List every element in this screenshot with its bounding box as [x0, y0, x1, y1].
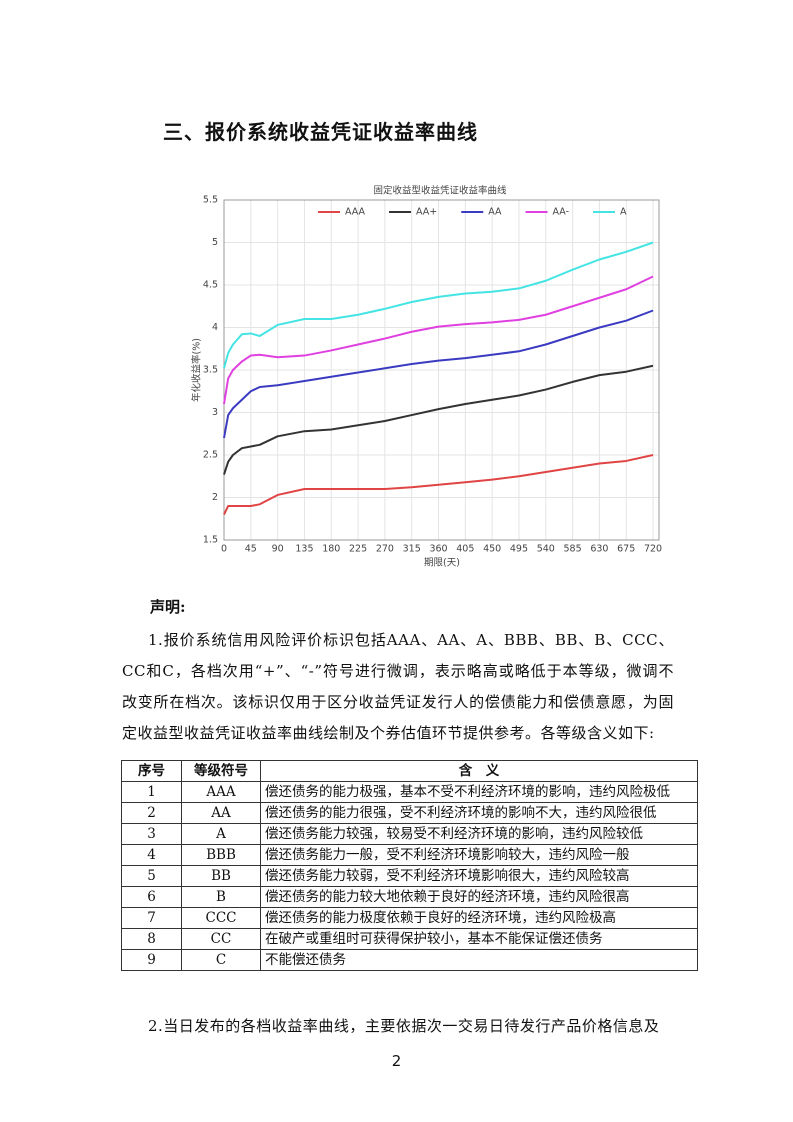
table-cell: 序号: [121, 760, 182, 782]
y-tick-label: 2: [212, 492, 218, 503]
x-tick-label: 405: [456, 544, 474, 555]
heading: 三、报价系统收益凭证收益率曲线: [163, 120, 478, 144]
paragraph: 1.报价系统信用风险评价标识包括AAA、AA、A、BBB、BB、B、CCC、CC…: [122, 631, 674, 742]
y-tick-label: 3: [212, 407, 218, 418]
y-axis-label: 年化收益率(%): [191, 338, 203, 402]
x-tick-label: 45: [245, 544, 257, 555]
x-tick-label: 540: [537, 544, 555, 555]
x-tick-label: 225: [349, 544, 367, 555]
legend-label: AA-: [553, 207, 569, 218]
series-line: [223, 364, 654, 475]
table-cell: 7: [121, 907, 182, 929]
x-tick-label: 315: [403, 544, 421, 555]
table-cell: 1: [121, 781, 182, 803]
paragraph: 2.当日发布的各档收益率曲线，主要依据次一交易日待发行产品价格信息及: [148, 1017, 660, 1035]
table-cell: 偿还债务能力较强，较易受不利经济环境的影响，违约风险较低: [260, 823, 698, 845]
chart-title: 固定收益型收益凭证收益率曲线: [373, 185, 507, 197]
x-tick-label: 450: [483, 544, 501, 555]
table-row: 9 C 不能偿还债务: [121, 949, 698, 971]
y-tick-label: 5: [212, 237, 218, 248]
legend-label: AAA: [345, 207, 366, 218]
table-row: 1 AAA 偿还债务的能力极强，基本不受不利经济环境的影响，违约风险极低: [121, 781, 698, 803]
x-tick-label: 495: [510, 544, 528, 555]
y-tick-label: 1.5: [203, 535, 218, 546]
x-tick-label: 585: [564, 544, 582, 555]
x-tick-label: 360: [429, 544, 447, 555]
y-tick-label: 3.5: [203, 365, 218, 376]
table-cell: CC: [181, 928, 261, 950]
table-cell: 偿还债务的能力极度依赖于良好的经济环境，违约风险极高: [260, 907, 698, 929]
table-cell: 偿还债务能力较弱，受不利经济环境影响很大，违约风险较高: [260, 865, 698, 887]
legend-label: A: [620, 207, 627, 218]
table-cell: 2: [121, 802, 182, 824]
table-cell: CCC: [181, 907, 261, 929]
table-cell: 等级符号: [181, 760, 261, 782]
table-cell: 9: [121, 949, 182, 971]
y-tick-label: 4.5: [203, 280, 218, 291]
table-row: 序号 等级符号含 义: [121, 760, 698, 782]
table-cell: C: [181, 949, 261, 971]
x-tick-label: 675: [617, 544, 635, 555]
plot-frame: [223, 199, 660, 541]
x-tick-label: 135: [295, 544, 313, 555]
table-cell: AAA: [181, 781, 261, 803]
table-cell: 4: [121, 844, 182, 866]
table-cell: 偿还债务的能力较大地依赖于良好的经济环境，违约风险很高: [260, 886, 698, 908]
table-row: 5 BB 偿还债务能力较弱，受不利经济环境影响很大，违约风险较高: [121, 865, 698, 887]
table-cell: 偿还债务能力一般，受不利经济环境影响较大，违约风险一般: [260, 844, 698, 866]
series-line: [223, 241, 654, 369]
page-number: 2: [391, 1052, 402, 1070]
statement-title: 声明:: [150, 598, 186, 616]
table-cell: 3: [121, 823, 182, 845]
table-cell: 在破产或重组时可获得保护较小，基本不能保证偿还债务: [260, 928, 698, 950]
y-tick-label: 2.5: [203, 450, 218, 461]
table-cell: 偿还债务的能力很强，受不利经济环境的影响不大，违约风险很低: [260, 802, 698, 824]
series-line: [223, 454, 654, 515]
table-cell: 8: [121, 928, 182, 950]
table-row: 2 AA 偿还债务的能力很强，受不利经济环境的影响不大，违约风险很低: [121, 802, 698, 824]
table-cell: B: [181, 886, 261, 908]
x-tick-label: 270: [376, 544, 394, 555]
table-cell: 含 义: [260, 760, 698, 782]
legend-label: AA+: [416, 207, 437, 218]
legend-label: AA: [488, 207, 502, 218]
table-cell: A: [181, 823, 261, 845]
series-line: [223, 309, 654, 439]
x-tick-label: 180: [322, 544, 340, 555]
table-row: 8 CC 在破产或重组时可获得保护较小，基本不能保证偿还债务: [121, 928, 698, 950]
table-cell: 6: [121, 886, 182, 908]
x-axis-label: 期限(天): [424, 558, 460, 569]
table-cell: BB: [181, 865, 261, 887]
y-tick-label: 5.5: [203, 195, 218, 206]
x-tick-label: 0: [221, 544, 227, 555]
x-tick-label: 90: [272, 544, 284, 555]
table-cell: AA: [181, 802, 261, 824]
y-tick-label: 4: [212, 322, 218, 333]
table-cell: BBB: [181, 844, 261, 866]
chart: 固定收益型收益凭证收益率曲线 期限(天) 年化收益率(%) 1.5 2 2.5 3 3.…: [191, 185, 663, 569]
table-cell: 5: [121, 865, 182, 887]
table-cell: 不能偿还债务: [260, 949, 698, 971]
rating-table: 序号 等级符号含 义 1 AAA 偿还债务的能力极强，基本不受不利经济环境的影响，违约风…: [121, 760, 698, 971]
x-tick-label: 720: [644, 544, 662, 555]
table-row: 7 CCC 偿还债务的能力极度依赖于良好的经济环境，违约风险极高: [121, 907, 698, 929]
table-cell: 偿还债务的能力极强，基本不受不利经济环境的影响，违约风险极低: [260, 781, 698, 803]
table-row: 3 A 偿还债务能力较强，较易受不利经济环境的影响，违约风险较低: [121, 823, 698, 845]
table-row: 4 BBB 偿还债务能力一般，受不利经济环境影响较大，违约风险一般: [121, 844, 698, 866]
series-line: [223, 275, 654, 405]
table-row: 6 B 偿还债务的能力较大地依赖于良好的经济环境，违约风险很高: [121, 886, 698, 908]
x-tick-label: 630: [590, 544, 608, 555]
